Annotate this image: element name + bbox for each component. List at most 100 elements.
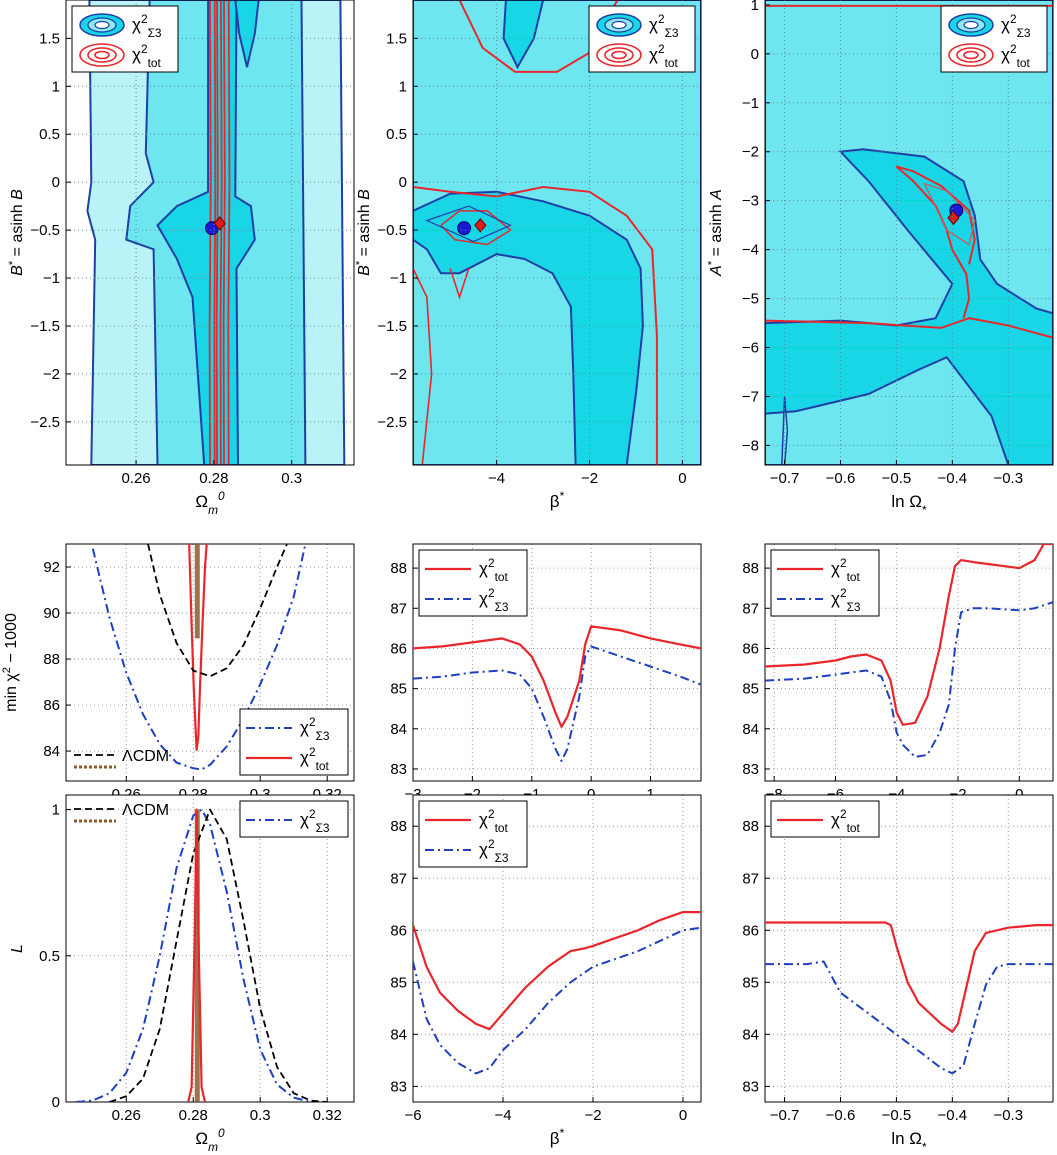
legend-label-lcdm: ΛCDM [122,748,169,765]
chi2-tot-contour [215,0,219,465]
axes-frame [65,794,355,1103]
y-tick-label: 84 [43,743,60,760]
legend-box [418,549,528,617]
series-line [187,808,207,1102]
x-tick-label: −0.4 [938,1107,968,1124]
series-layer [413,911,701,1075]
y-tick-label: 84 [742,1026,759,1043]
axes-frame [65,0,355,466]
plot-area [765,0,1053,465]
y-tick-label: −1.5 [377,318,407,335]
y-tick-label: 88 [742,818,759,835]
panel-2: −4 −2 0 −2.5 −2 −1.5 −1 −0.5 0 0.5 1 1.5 β* B* = asin… [354,0,702,511]
axes-frame [65,543,355,782]
y-tick-label: 1.5 [386,30,407,47]
y-tick-label: −6 [742,340,759,357]
y-tick-label: 1 [52,802,60,819]
series-line [109,808,328,1102]
y-tick-label: 88 [390,560,407,577]
axes-frame [412,543,702,782]
legend-lcdm: ΛCDM [74,748,169,769]
y-tick-label: 86 [742,922,759,939]
series-line [188,544,208,751]
contour-1sigma-sigma3 [156,0,256,465]
x-tick-label: −0.5 [882,470,912,487]
lcdm-band [194,809,200,1102]
y-tick-label: −2.5 [377,414,407,431]
y-axis-label: min χ2 − 1000 [1,613,20,712]
chi2-tot-contour-2sigma [765,317,1053,339]
y-tick-label: 84 [390,721,407,738]
y-tick-label: 1 [52,78,60,95]
axes-frame [764,794,1054,1103]
y-tick-label: 83 [390,761,407,778]
y-tick-label: 85 [742,681,759,698]
plot-background [765,795,1053,1102]
y-tick-label: −2 [742,144,759,161]
legend-box [418,800,528,868]
legend-label: χ2Σ3 [649,12,679,40]
chi2-tot-contour-1sigma [440,210,512,246]
contour-island-sigma3 [502,0,545,70]
legend-label: χ2tot [479,807,508,835]
x-tick-label: 0.26 [112,1107,141,1124]
y-tick-label: 85 [390,681,407,698]
plot-area [66,795,354,1102]
series-line [413,645,701,762]
axes-frame [412,0,702,466]
x-tick-label: −0.3 [993,1107,1023,1124]
legend: χ2Σ3 [239,800,349,838]
y-tick-label: 87 [742,600,759,617]
y-tick-label: 88 [43,651,60,668]
legend-box [239,800,349,838]
y-axis-label: B* = asinh B [7,189,26,276]
series-layer [765,921,1053,1075]
series-line [765,921,1053,1033]
y-tick-label: 87 [390,870,407,887]
y-tick-label: −5 [742,291,759,308]
x-tick-label: −0.7 [770,470,800,487]
x-tick-label: 0.28 [179,1107,208,1124]
x-tick-label: 0.3 [250,1107,271,1124]
y-tick-label: −2 [43,366,60,383]
contour-inner-sigma3 [425,205,512,243]
legend-label: χ2tot [1001,42,1030,70]
x-tick-label: −0.6 [826,470,856,487]
y-tick-label: 1 [399,78,407,95]
y-tick-label: 0 [751,46,759,63]
panel-9: −0.7 −0.6 −0.5 −0.4 −0.3 83 84 85 86 87 88 ln Ω* χ2t… [742,794,1054,1154]
x-tick-label: −0.5 [882,1107,912,1124]
legend-label: χ2tot [300,745,329,773]
series-line [413,926,701,1075]
x-tick-label: −4 [494,1107,511,1124]
panel-4: 0.260.280.30.328486889092Ωm0min χ2 − 100… [1,543,355,833]
grid [412,795,701,1102]
legend-swatch-chi2-tot [79,43,125,67]
y-tick-label: 90 [43,605,60,622]
x-tick-label: 0.26 [121,470,150,487]
contour-island-sigma3 [234,0,260,68]
y-tick-label: 83 [742,1078,759,1095]
legend-label: χ2Σ3 [132,12,162,40]
x-tick-label: −6 [404,1107,421,1124]
y-tick-label: 0 [52,174,60,191]
best-fit-tot-marker [213,216,226,231]
axes-frame [412,794,702,1103]
axes-frame [764,543,1054,782]
chi2-tot-contour [213,0,217,465]
x-tick-label: −2 [584,1107,601,1124]
best-fit-sigma3-marker [457,221,472,236]
y-axis-label: A* = asinh A [706,189,725,277]
x-tick-label: −0.7 [770,1107,800,1124]
x-tick-label: 0 [679,1107,687,1124]
series-layer [75,808,328,1102]
legend-box [770,549,880,617]
